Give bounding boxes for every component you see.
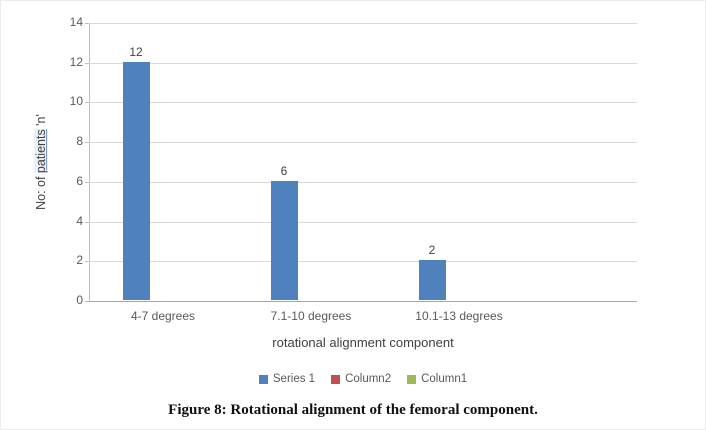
- y-tick-label: 10: [69, 94, 83, 109]
- bar: [418, 260, 446, 300]
- gridline: [89, 142, 637, 144]
- y-axis-title: No: of patients 'n': [34, 114, 48, 210]
- y-tick-mark: [85, 23, 89, 24]
- y-tick-label: 14: [69, 15, 83, 29]
- legend-swatch: [258, 374, 268, 384]
- y-tick-mark: [85, 261, 89, 263]
- y-tick-label: 4: [76, 213, 83, 228]
- bar: [270, 180, 298, 300]
- x-tick-label: 10.1-13 degrees: [415, 309, 503, 323]
- y-tick-mark: [85, 301, 89, 302]
- y-tick-mark: [85, 221, 89, 223]
- legend-item: Column1: [407, 373, 467, 385]
- x-tick-label: 4-7 degrees: [130, 309, 196, 323]
- y-tick-label: 2: [76, 253, 83, 268]
- gridline: [89, 23, 637, 24]
- legend-swatch: [407, 374, 417, 384]
- bar-value-label: 12: [129, 44, 143, 59]
- y-tick-mark: [85, 102, 89, 104]
- legend: Series 1 Column2 Column1: [89, 373, 637, 385]
- y-tick-label: 8: [76, 134, 83, 149]
- bar-value-label: 2: [428, 243, 436, 258]
- legend-swatch: [331, 374, 341, 384]
- x-tick-label: 7.1-10 degrees: [270, 309, 352, 323]
- legend-label: Series 1: [272, 373, 316, 385]
- gridline: [89, 102, 637, 104]
- y-axis-title-prefix: No: of: [34, 173, 48, 210]
- y-axis-title-underlined-word: patients: [34, 129, 48, 174]
- bar-value-label: 6: [280, 163, 288, 178]
- y-tick-label: 12: [69, 54, 83, 69]
- legend-item: Series 1: [258, 373, 316, 385]
- y-axis-title-suffix: 'n': [34, 114, 48, 130]
- y-tick-label: 6: [76, 173, 83, 188]
- y-tick-mark: [85, 181, 89, 183]
- y-tick-label: 0: [76, 293, 83, 307]
- bar-chart: No: of patients 'n' 12 6 2 rotational alig…: [7, 5, 701, 397]
- legend-label: Column2: [345, 373, 392, 385]
- y-tick-mark: [85, 62, 89, 64]
- legend-item: Column2: [331, 373, 391, 385]
- legend-label: Column1: [421, 373, 468, 385]
- x-axis-line: [89, 301, 637, 302]
- y-tick-mark: [85, 142, 89, 144]
- gridline: [89, 62, 637, 64]
- gridline: [89, 181, 637, 183]
- figure-caption: Figure 8: Rotational alignment of the fe…: [168, 402, 538, 418]
- gridline: [89, 261, 637, 263]
- plot-area: 12 6 2: [85, 23, 637, 302]
- bar: [122, 61, 150, 300]
- y-axis-line: [89, 23, 90, 301]
- x-axis-title: rotational alignment component: [272, 335, 454, 350]
- gridline: [89, 221, 637, 223]
